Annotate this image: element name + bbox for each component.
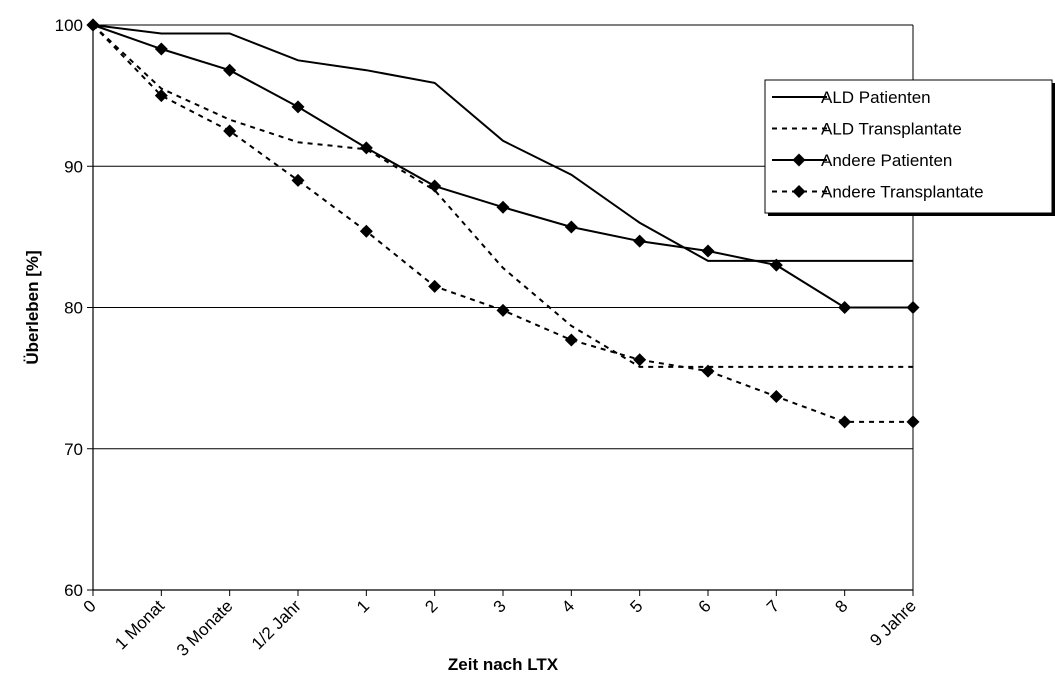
data-point-3-12	[906, 415, 920, 429]
data-point-2-11	[838, 301, 852, 314]
data-point-3-5	[428, 279, 442, 293]
series-3	[86, 18, 920, 429]
data-point-2-1	[154, 42, 168, 56]
data-point-3-6	[496, 303, 510, 317]
x-tick-label-6: 3	[490, 596, 510, 616]
x-tick-label-10: 7	[763, 596, 783, 616]
y-tick-label-90: 90	[64, 157, 83, 176]
legend-marker-2	[792, 153, 806, 167]
x-tick-label-0: 0	[80, 596, 100, 616]
data-point-3-11	[838, 415, 852, 429]
data-point-2-2	[223, 63, 237, 77]
legend: ALD Patienten ALD Transplantate Andere Pat…	[764, 79, 1055, 216]
x-tick-label-9: 6	[695, 596, 715, 616]
legend-label-3: Andere Transplantate	[821, 183, 984, 202]
data-point-3-2	[223, 124, 237, 138]
data-point-2-12	[906, 301, 920, 314]
series-lines	[86, 18, 920, 429]
legend-label-1: ALD Transplantate	[821, 120, 962, 139]
data-point-3-9	[701, 364, 715, 378]
data-point-3-0	[86, 18, 100, 32]
series-1	[92, 24, 913, 368]
data-point-2-9	[701, 244, 715, 258]
data-point-2-10	[769, 258, 783, 272]
legend-marker-3	[792, 185, 806, 198]
x-tick-label-8: 5	[626, 596, 646, 616]
data-point-3-3	[291, 173, 305, 187]
y-tick-labels: 60 70 80 90 100	[55, 16, 83, 600]
data-point-2-3	[291, 100, 305, 114]
data-point-2-5	[428, 179, 442, 193]
data-point-2-8	[633, 234, 647, 248]
x-tick-label-1: 1 Monat	[111, 596, 168, 653]
data-point-2-6	[496, 200, 510, 214]
data-point-3-10	[769, 389, 783, 403]
x-tick-label-12: 9 Jahre	[866, 596, 920, 650]
series-line-1	[92, 24, 913, 368]
x-tick-label-11: 8	[831, 596, 851, 616]
y-axis-title: Überleben [%]	[23, 250, 42, 364]
data-point-3-8	[633, 353, 647, 367]
x-tick-label-4: 1	[353, 596, 373, 616]
legend-label-0: ALD Patienten	[821, 88, 931, 107]
y-tick-label-70: 70	[64, 440, 83, 459]
y-tick-label-60: 60	[64, 581, 83, 600]
data-point-2-7	[564, 220, 578, 234]
y-tick-label-80: 80	[64, 299, 83, 318]
x-axis-title: Zeit nach LTX	[448, 655, 559, 674]
x-tick-label-7: 4	[558, 596, 578, 616]
y-tick-label-100: 100	[55, 16, 83, 35]
x-tick-label-5: 2	[421, 596, 441, 616]
legend-label-2: Andere Patienten	[821, 151, 952, 170]
x-tick-labels: 0 1 Monat 3 Monate 1/2 Jahr 1 2 3 4 5 6 7 8 9 Jahre	[80, 596, 920, 660]
data-point-3-4	[359, 224, 373, 238]
x-tick-label-2: 3 Monate	[173, 596, 237, 660]
data-point-3-1	[154, 89, 168, 103]
x-tick-label-3: 1/2 Jahr	[248, 596, 305, 653]
data-point-3-7	[564, 333, 578, 347]
data-point-2-4	[359, 141, 373, 155]
